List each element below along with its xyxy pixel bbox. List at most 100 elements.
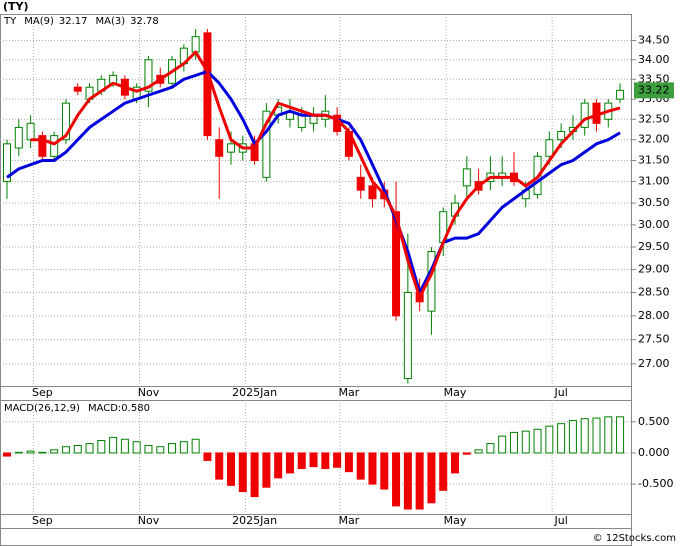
y-tick-label: 30.50 bbox=[638, 196, 670, 209]
candle-body bbox=[26, 122, 35, 141]
macd-bar bbox=[132, 441, 141, 454]
macd-bar bbox=[156, 446, 165, 454]
y-tick-label: 33.50 bbox=[638, 72, 670, 85]
macd-bar bbox=[38, 451, 47, 454]
macd-bar bbox=[451, 452, 460, 474]
legend-title: TY bbox=[3, 16, 17, 27]
macd-bar bbox=[297, 452, 306, 470]
candle-body bbox=[227, 143, 236, 153]
x-tick-label: May bbox=[444, 514, 467, 527]
macd-bar bbox=[203, 452, 212, 461]
macd-bar bbox=[73, 444, 82, 454]
macd-bar bbox=[227, 452, 236, 486]
macd-bar bbox=[191, 438, 200, 454]
x-tick-label: 2025Jan bbox=[232, 386, 277, 399]
candle-body bbox=[545, 139, 554, 157]
x-tick-label: Sep bbox=[32, 514, 53, 527]
y-tick-label: 32.00 bbox=[638, 133, 670, 146]
macd-bar bbox=[498, 435, 507, 454]
candle-body bbox=[73, 86, 82, 92]
macd-bar bbox=[356, 452, 365, 480]
macd-bar bbox=[368, 452, 377, 485]
y-tick-label: -0.500 bbox=[638, 477, 673, 490]
macd-bar bbox=[616, 416, 625, 454]
macd-bar bbox=[380, 452, 389, 490]
macd-bar bbox=[215, 452, 224, 480]
macd-bar bbox=[427, 452, 436, 504]
candle-body bbox=[14, 126, 23, 149]
x-tick-label: Nov bbox=[138, 386, 160, 399]
x-tick-label: Nov bbox=[138, 514, 160, 527]
x-tick-label: Jul bbox=[553, 514, 567, 527]
candle-body bbox=[38, 135, 47, 157]
y-tick-label: 28.00 bbox=[638, 309, 670, 322]
macd-bar bbox=[580, 418, 589, 454]
candle-body bbox=[392, 211, 401, 317]
price-tag-label: 33.22 bbox=[638, 83, 670, 96]
macd-bar bbox=[97, 439, 106, 454]
footer: © 12Stocks.com bbox=[593, 533, 676, 544]
macd-bar bbox=[568, 420, 577, 454]
macd-bar bbox=[509, 431, 518, 454]
macd-bar bbox=[533, 428, 542, 454]
legend-entry: MA(3) bbox=[96, 16, 126, 27]
y-tick-label: 31.00 bbox=[638, 175, 670, 188]
x-tick-label: Mar bbox=[339, 514, 360, 527]
x-tick-label: 2025Jan bbox=[232, 514, 277, 527]
macd-bar bbox=[344, 452, 353, 473]
candle-body bbox=[61, 102, 70, 141]
y-tick-label: 34.00 bbox=[638, 53, 670, 66]
macd-bar bbox=[439, 452, 448, 491]
legend-value: 32.78 bbox=[130, 16, 159, 27]
y-tick-label: 30.00 bbox=[638, 218, 670, 231]
macd-bar bbox=[250, 452, 259, 498]
x-tick-label: Sep bbox=[32, 386, 53, 399]
legend-entry: MA(9) bbox=[24, 16, 54, 27]
chart-title: (TY) bbox=[3, 0, 29, 13]
candle-body bbox=[557, 131, 566, 141]
y-tick-label: 0.000 bbox=[638, 446, 670, 459]
macd-bar bbox=[179, 441, 188, 454]
y-tick-label: 29.50 bbox=[638, 240, 670, 253]
y-tick-label: 34.50 bbox=[638, 33, 670, 46]
ma-line bbox=[30, 50, 621, 299]
x-tick-label: Mar bbox=[339, 386, 360, 399]
legend-value: 32.17 bbox=[59, 16, 88, 27]
macd-bar bbox=[545, 425, 554, 454]
macd-bar bbox=[462, 452, 471, 455]
macd-bar bbox=[3, 452, 11, 457]
macd-bar bbox=[604, 416, 613, 454]
macd-bar bbox=[392, 452, 401, 507]
y-tick-label: 31.50 bbox=[638, 153, 670, 166]
candle-body bbox=[462, 168, 471, 187]
candle-body bbox=[297, 114, 306, 128]
y-tick-label: 27.50 bbox=[638, 333, 670, 346]
candle-body bbox=[580, 102, 589, 128]
candle-body bbox=[368, 185, 377, 200]
candle-body bbox=[616, 89, 625, 100]
candle-body bbox=[203, 32, 212, 137]
x-tick-label: Jul bbox=[553, 386, 567, 399]
macd-bar bbox=[50, 449, 59, 454]
macd-bar bbox=[403, 452, 412, 510]
legend-title: MACD(26,12,9) bbox=[4, 403, 80, 414]
candle-body bbox=[215, 139, 224, 157]
macd-bar bbox=[285, 452, 294, 474]
macd-bar bbox=[26, 450, 35, 454]
macd-bar bbox=[415, 452, 424, 510]
candle-body bbox=[50, 135, 59, 157]
macd-bar bbox=[592, 417, 601, 454]
candle-body bbox=[144, 59, 153, 92]
macd-bar bbox=[61, 446, 70, 454]
candle-body bbox=[356, 176, 365, 191]
macd-bar bbox=[274, 452, 283, 479]
macd-bar bbox=[109, 436, 118, 454]
y-tick-label: 32.50 bbox=[638, 112, 670, 125]
macd-bar bbox=[321, 452, 330, 470]
macd-bar bbox=[14, 451, 23, 454]
macd-bar bbox=[474, 449, 483, 454]
candle-body bbox=[262, 110, 271, 178]
y-tick-label: 0.500 bbox=[638, 415, 670, 428]
macd-bar bbox=[557, 423, 566, 454]
